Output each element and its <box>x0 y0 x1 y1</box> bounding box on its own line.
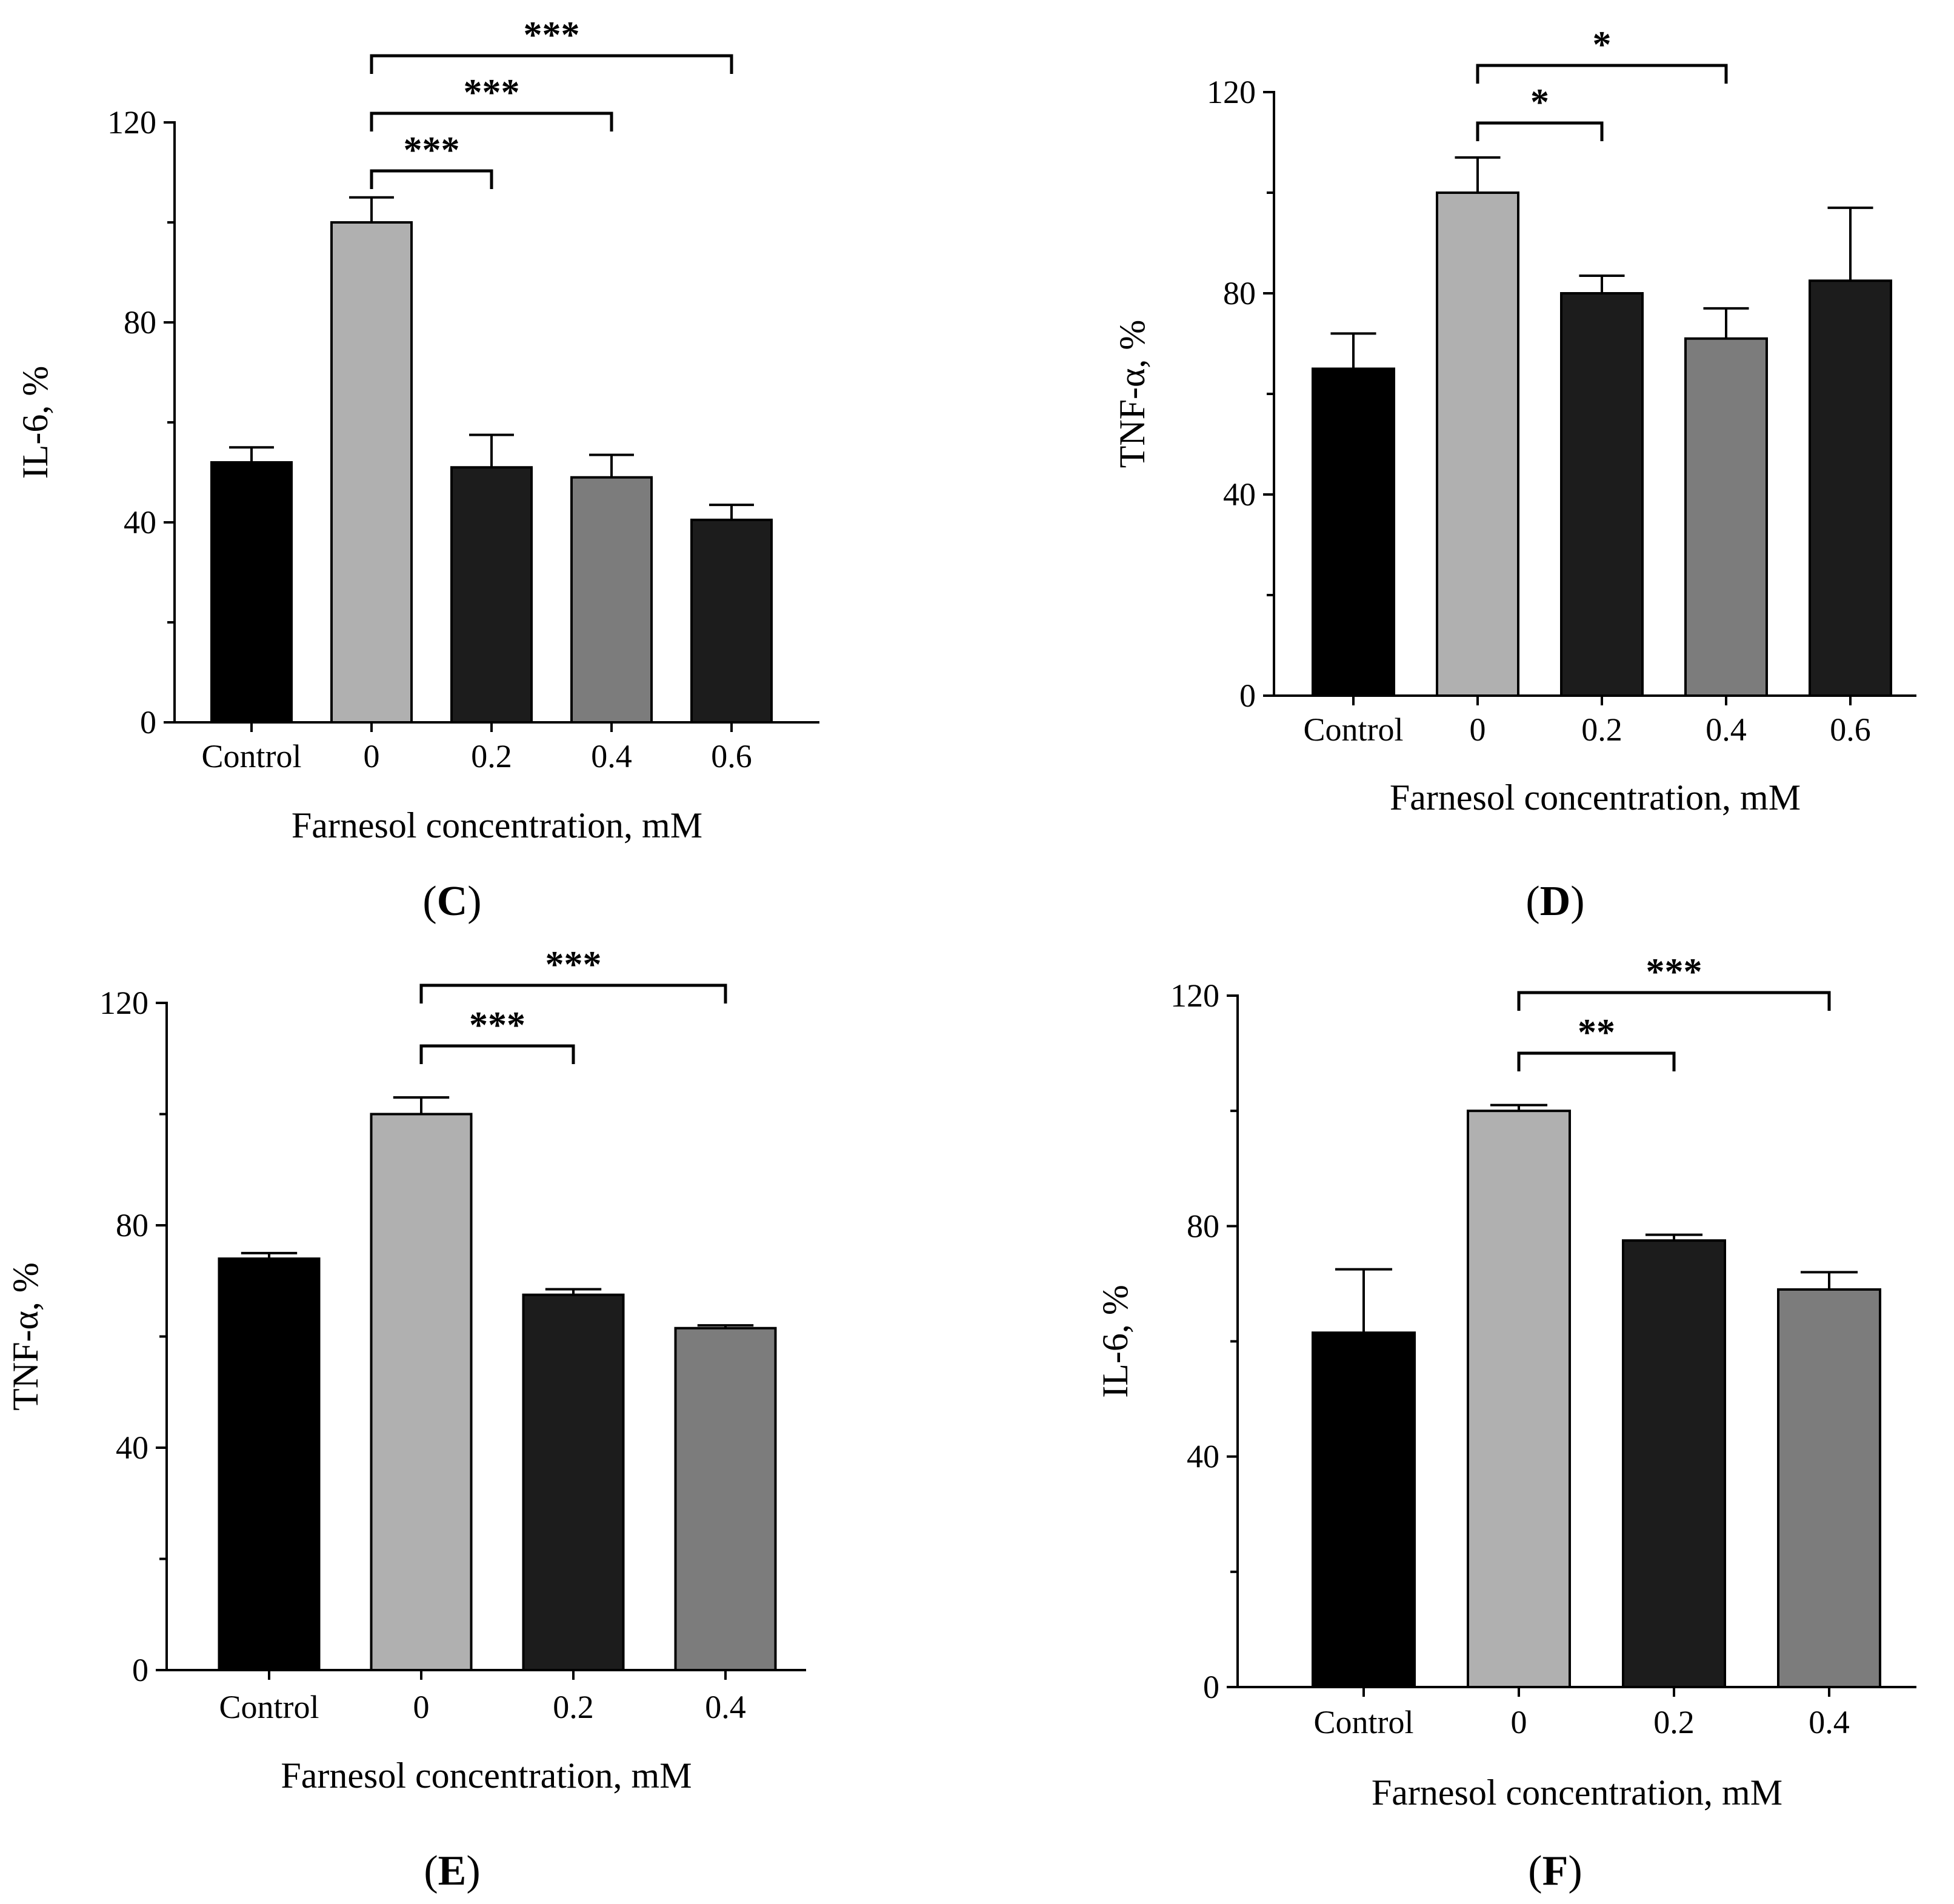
x-axis-title: Farnesol concentration, mM <box>292 805 702 845</box>
y-tick-label: 40 <box>1223 476 1256 513</box>
significance-bracket <box>1517 991 1831 1011</box>
x-tick-label-0.2: 0.2 <box>553 1689 594 1725</box>
y-tick-label: 40 <box>124 504 156 541</box>
y-tick-label: 0 <box>140 704 156 741</box>
x-tick-label-0: 0 <box>1511 1704 1527 1740</box>
panel-e-chart: 0 40 80 120 Control 0 0.2 0.4 Farnesol concentra… <box>5 944 806 1796</box>
panel-label-e: (E) <box>424 1848 480 1894</box>
bar-0.4 <box>674 1326 777 1672</box>
significance-bracket <box>1476 64 1728 84</box>
bar-0.2 <box>450 466 533 724</box>
significance-label: * <box>1530 82 1549 123</box>
significance-label: ** <box>1578 1012 1615 1053</box>
significance-bracket <box>1476 121 1604 141</box>
x-tick-label-0: 0 <box>1470 711 1486 748</box>
bar-0.2 <box>1622 1239 1726 1688</box>
bar-0 <box>1436 191 1519 697</box>
bar-0.4 <box>1777 1288 1881 1689</box>
x-tick-label-0: 0 <box>413 1689 430 1725</box>
significance-label: * <box>1593 24 1612 65</box>
x-tick-label-0.6: 0.6 <box>1830 711 1871 748</box>
panel-letter-f: F <box>1542 1848 1569 1894</box>
significance-label: *** <box>469 1005 525 1046</box>
y-axis-title: IL-6, % <box>1095 1285 1135 1398</box>
y-tick-label: 0 <box>1239 677 1256 714</box>
bar-0.6 <box>690 518 773 724</box>
x-tick-label-Control: Control <box>1303 711 1403 748</box>
panel-d-chart: 0 40 80 120 Control 0 0.2 0.4 0.6 Farnesol concen… <box>1112 24 1916 817</box>
x-tick-label-0.4: 0.4 <box>1706 711 1747 748</box>
x-tick-label-Control: Control <box>1313 1704 1413 1740</box>
y-tick-label: 120 <box>107 104 156 141</box>
bar-Control <box>210 461 293 724</box>
y-axis-title: IL-6, % <box>15 366 55 479</box>
bar-Control <box>218 1257 321 1672</box>
x-tick-label-Control: Control <box>201 738 301 774</box>
bar-0.6 <box>1809 279 1892 697</box>
panel-label-c: (C) <box>422 878 481 925</box>
bar-0.4 <box>1684 337 1768 697</box>
panel-letter-e: E <box>438 1848 467 1894</box>
x-tick-label-Control: Control <box>219 1689 319 1725</box>
y-tick-label: 120 <box>99 985 148 1021</box>
significance-bracket <box>370 54 733 74</box>
x-axis-title: Farnesol concentration, mM <box>1372 1773 1782 1812</box>
y-axis-title: TNF-α, % <box>1112 320 1152 468</box>
bar-0 <box>330 221 413 724</box>
x-axis-title: Farnesol concentration, mM <box>281 1756 692 1796</box>
significance-bracket <box>1517 1051 1676 1071</box>
panel-letter-d: D <box>1540 878 1571 925</box>
y-tick-label: 40 <box>116 1430 148 1466</box>
significance-label: *** <box>545 944 602 985</box>
y-tick-label: 80 <box>124 304 156 341</box>
bar-0 <box>370 1113 473 1671</box>
y-tick-label: 80 <box>1223 275 1256 311</box>
x-tick-label-0.4: 0.4 <box>591 738 632 774</box>
x-tick-label-0: 0 <box>364 738 380 774</box>
panel-f-chart: 0 40 80 120 Control 0 0.2 0.4 Farnesol concentra… <box>1095 951 1916 1812</box>
significance-bracket <box>419 1044 575 1064</box>
y-tick-label: 0 <box>132 1652 148 1688</box>
x-tick-label-0.2: 0.2 <box>471 738 512 774</box>
significance-bracket <box>370 112 613 131</box>
significance-label: *** <box>404 130 460 171</box>
bar-0.4 <box>570 476 653 724</box>
y-tick-label: 120 <box>1170 977 1219 1014</box>
significance-label: *** <box>524 15 580 56</box>
panel-letter-c: C <box>437 878 468 925</box>
significance-label: *** <box>1646 951 1702 993</box>
y-axis-title: TNF-α, % <box>5 1262 45 1411</box>
panel-label-f: (F) <box>1528 1848 1582 1894</box>
significance-bracket <box>419 984 727 1004</box>
x-tick-label-0.6: 0.6 <box>711 738 752 774</box>
x-tick-label-0.2: 0.2 <box>1653 1704 1695 1740</box>
bar-Control <box>1312 367 1395 697</box>
bar-0 <box>1467 1110 1571 1688</box>
y-tick-label: 80 <box>116 1207 148 1243</box>
y-tick-label: 80 <box>1187 1208 1219 1244</box>
bar-0.2 <box>1560 292 1644 697</box>
panel-label-d: (D) <box>1526 878 1584 925</box>
x-tick-label-0.2: 0.2 <box>1581 711 1622 748</box>
x-tick-label-0.4: 0.4 <box>705 1689 746 1725</box>
y-tick-label: 40 <box>1187 1439 1219 1475</box>
bar-Control <box>1312 1331 1416 1689</box>
bar-0.2 <box>522 1293 625 1671</box>
x-axis-title: Farnesol concentration, mM <box>1390 777 1801 817</box>
significance-label: *** <box>464 72 520 113</box>
significance-bracket <box>370 169 493 189</box>
x-tick-label-0.4: 0.4 <box>1809 1704 1850 1740</box>
y-tick-label: 120 <box>1207 74 1256 110</box>
y-tick-label: 0 <box>1203 1669 1219 1705</box>
